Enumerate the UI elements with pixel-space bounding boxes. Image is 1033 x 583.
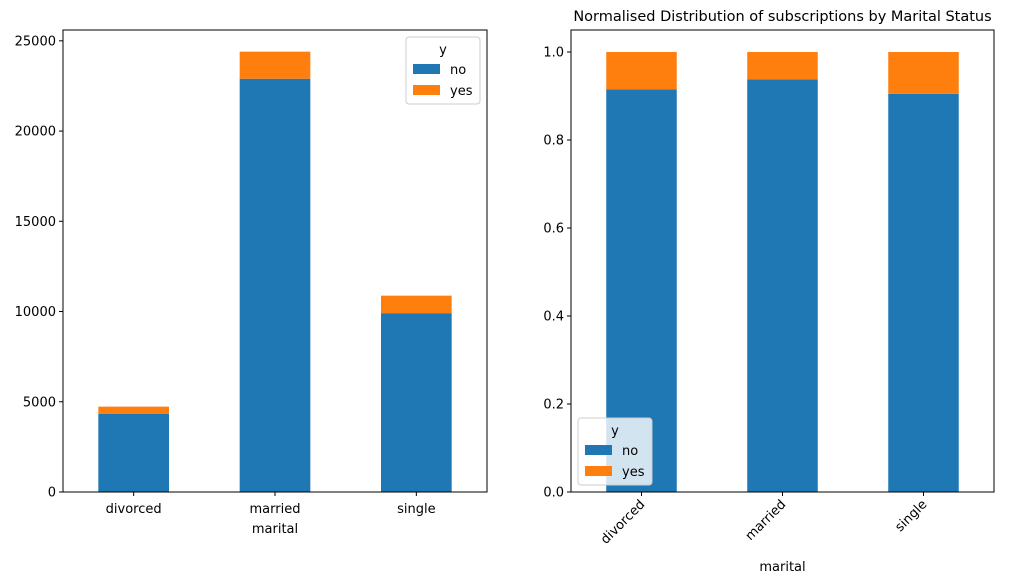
y-tick-label: 5000: [23, 395, 56, 410]
bar-single-yes: [381, 295, 452, 314]
y-tick-label: 10000: [15, 305, 56, 320]
x-tick-label: single: [397, 502, 436, 517]
bar-single-yes: [888, 52, 959, 94]
x-axis-label: marital: [759, 560, 805, 575]
bar-married-no: [747, 79, 818, 492]
legend-swatch-yes: [413, 85, 440, 95]
legend-label-no: no: [450, 63, 466, 78]
x-tick-label: married: [743, 497, 790, 544]
x-tick-label: divorced: [598, 497, 648, 547]
y-tick-label: 0.4: [543, 310, 564, 325]
y-tick-label: 0: [48, 486, 56, 501]
y-tick-label: 15000: [15, 215, 56, 230]
bar-single-no: [381, 313, 452, 492]
y-tick-label: 0.8: [543, 134, 564, 149]
chart-1: 0 5000 10000 15000 20000 25000 divorced married…: [15, 29, 488, 537]
legend-swatch-yes: [585, 466, 612, 476]
bar-divorced-no: [98, 413, 169, 492]
bar-divorced-yes: [606, 52, 677, 90]
bar-married-no: [239, 78, 311, 492]
legend-title: y: [439, 43, 447, 58]
bar-married-yes: [239, 51, 311, 79]
y-tick-label: 20000: [15, 125, 56, 140]
x-tick-label: single: [892, 497, 930, 535]
y-tick-label: 0.6: [543, 222, 564, 237]
y-tick-label: 25000: [15, 34, 56, 49]
legend-swatch-no: [585, 445, 612, 455]
legend-title: y: [611, 424, 619, 439]
legend: yno yes: [405, 36, 481, 105]
bar-single-no: [888, 93, 959, 493]
bar-divorced-yes: [98, 406, 169, 414]
legend-label-yes: yes: [622, 465, 645, 480]
x-axis-label: marital: [252, 522, 298, 537]
chart-2: 0.0 0.2 0.4 0.6 0.8 1.0 divorced married single m…: [543, 9, 995, 575]
y-tick-label: 0.2: [543, 398, 564, 413]
legend: yno yes: [577, 417, 653, 486]
x-tick-label: divorced: [106, 502, 162, 517]
bar-married-yes: [747, 52, 818, 80]
legend-label-yes: yes: [450, 84, 473, 99]
legend-swatch-no: [413, 64, 440, 74]
y-tick-label: 0.0: [543, 486, 564, 501]
chart-title: Normalised Distribution of subscriptions…: [573, 9, 991, 25]
x-tick-label: married: [250, 502, 301, 517]
legend-label-no: no: [622, 444, 638, 459]
y-tick-label: 1.0: [543, 46, 564, 61]
